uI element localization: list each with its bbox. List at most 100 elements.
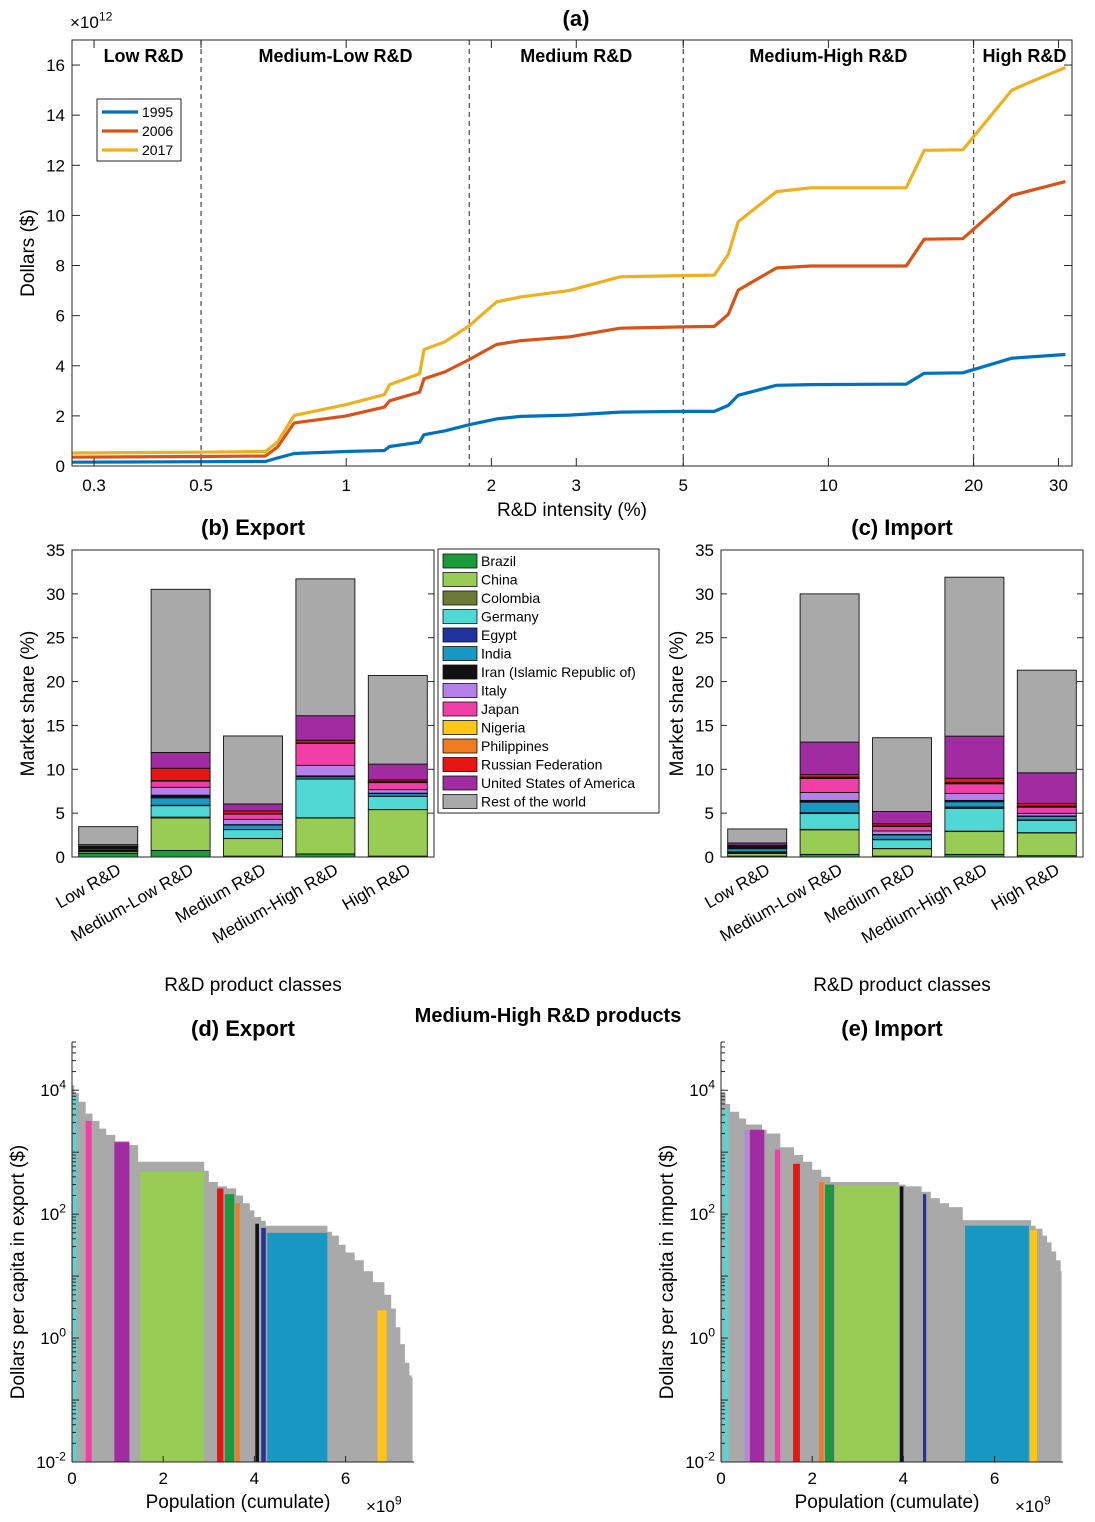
y-tick-label: 5 — [56, 804, 65, 823]
bar-segment-Rest of the world — [872, 737, 932, 812]
x-tick-label: 6 — [341, 1469, 350, 1488]
legend-label: Iran (Islamic Republic of) — [481, 664, 636, 680]
y-tick-label: 2 — [56, 407, 65, 426]
legend-swatch-China — [442, 572, 478, 587]
x-axis-label: R&D product classes — [164, 975, 341, 996]
country-segment-Brazil — [824, 1184, 835, 1462]
bar-segment-United States of America — [799, 741, 860, 775]
legend-label: Germany — [481, 609, 539, 625]
y-tick-label: 0 — [705, 848, 714, 867]
legend-swatch-Japan — [442, 701, 478, 717]
legend-label: 2017 — [142, 142, 173, 158]
bar-segment-United States of America — [150, 751, 211, 769]
bar-segment-Rest of the world — [799, 593, 860, 743]
figure-title-de: Medium-High R&D products — [415, 1005, 682, 1027]
panel-e-import-per-capita: 10-2 100 102 104 0 2 4 6 (e) Import Population (c… — [657, 1016, 1063, 1516]
y-tick-label: 30 — [46, 585, 65, 604]
x-tick-label: 2 — [487, 476, 496, 495]
series-line-1995 — [71, 352, 1066, 464]
x-tick-label: 6 — [990, 1469, 999, 1488]
bar-segment-Brazil — [78, 853, 139, 858]
legend-swatch-United States of America — [442, 775, 478, 791]
bar-segment-Germany — [223, 829, 283, 839]
bar-segment-China — [367, 809, 428, 857]
bar-segment-Rest of the world — [150, 588, 211, 753]
bar-segment-Rest of the world — [367, 675, 428, 765]
bar-segment-India — [727, 848, 788, 853]
x-tick-label: 30 — [1049, 476, 1068, 495]
bar-segment-China — [150, 817, 211, 851]
bar-segment-Japan — [295, 742, 356, 766]
country-segment-Japan — [85, 1120, 92, 1462]
y-tick-label: 104 — [40, 1078, 66, 1101]
chart-title: (c) Import — [851, 515, 953, 540]
bar-segment-China — [1016, 832, 1077, 857]
bar-segment-Germany — [872, 839, 932, 849]
class-label: Low R&D — [104, 46, 184, 66]
bar-segment-Japan — [944, 783, 1005, 794]
x-tick-label: 3 — [572, 476, 581, 495]
legend-label: India — [481, 646, 512, 662]
country-segment-Germany — [723, 1108, 729, 1462]
y-tick-label: 15 — [46, 716, 65, 735]
country-segment-United States of America — [114, 1142, 130, 1462]
legend-swatch-Rest of the world — [442, 794, 478, 809]
legend-label: China — [481, 572, 518, 588]
y-tick-label: 30 — [695, 585, 714, 604]
legend-box — [437, 548, 660, 814]
series-line-2017 — [71, 66, 1067, 455]
bar-segment-United States of America — [223, 803, 283, 812]
legend-swatch-Iran (Islamic Republic of) — [442, 664, 478, 680]
country-segment-China — [140, 1171, 205, 1462]
legend-label: 2006 — [142, 123, 173, 139]
y-tick-label: 10 — [695, 760, 714, 779]
bar-segment-Italy — [872, 830, 932, 835]
y-tick-label: 0 — [56, 848, 65, 867]
x-exponent-label: ×109 — [1015, 1493, 1051, 1516]
country-segment-Japan — [774, 1149, 781, 1462]
bar-segment-Japan — [1016, 806, 1077, 814]
country-segment-Egypt — [261, 1227, 266, 1462]
bar-segment-Italy — [295, 764, 356, 777]
country-segment-Iran (Islamic Republic of) — [255, 1223, 259, 1462]
country-segment-India — [267, 1232, 328, 1462]
chart-title: (e) Import — [841, 1016, 943, 1041]
legend-swatch-Russian Federation — [442, 757, 478, 772]
axes-box — [71, 39, 1073, 467]
country-segment-Russian Federation — [217, 1188, 224, 1462]
bar-segment-Japan — [367, 782, 428, 791]
country-segment-Egypt — [923, 1194, 927, 1462]
x-tick-label: 0 — [67, 1469, 76, 1488]
legend-swatch-Italy — [442, 683, 478, 698]
bar-segment-Italy — [944, 792, 1005, 801]
bar-segment-China — [295, 817, 356, 855]
bar-segment-United States of America — [872, 811, 932, 825]
y-axis-label: Dollars ($) — [18, 209, 39, 297]
bar-segment-United States of America — [1016, 772, 1077, 804]
bar-segment-Italy — [150, 786, 211, 796]
y-tick-label: 25 — [695, 629, 714, 648]
y-tick-label: 100 — [40, 1325, 66, 1348]
x-tick-label: 0.5 — [189, 476, 213, 495]
x-axis-label: R&D product classes — [813, 975, 990, 996]
country-segment-Russian Federation — [793, 1163, 800, 1462]
y-tick-label: 4 — [56, 357, 65, 376]
country-segment-Brazil — [224, 1194, 235, 1462]
class-label: Medium-Low R&D — [258, 46, 412, 66]
country-segment-Nigeria — [1030, 1230, 1038, 1462]
bar-segment-United States of America — [295, 715, 356, 741]
x-axis-label: Population (cumulate) — [146, 1492, 331, 1513]
y-tick-label: 35 — [695, 541, 714, 560]
x-tick-label: 5 — [679, 476, 688, 495]
bar-segment-Italy — [799, 792, 860, 801]
panel-a-line-chart: Low R&D Medium-Low R&D Medium R&D Medium-Hi… — [18, 6, 1073, 521]
bar-segment-Germany — [944, 807, 1005, 832]
class-label: Medium-High R&D — [749, 46, 907, 66]
bar-segment-India — [1016, 815, 1077, 821]
country-legend: Brazil China Colombia Germany Egypt India Iran… — [437, 548, 660, 814]
class-label: Medium R&D — [520, 46, 632, 66]
legend-label: 1995 — [142, 104, 173, 120]
bar-segment-Rest of the world — [295, 578, 356, 717]
country-segment-Iran (Islamic Republic of) — [899, 1186, 904, 1462]
